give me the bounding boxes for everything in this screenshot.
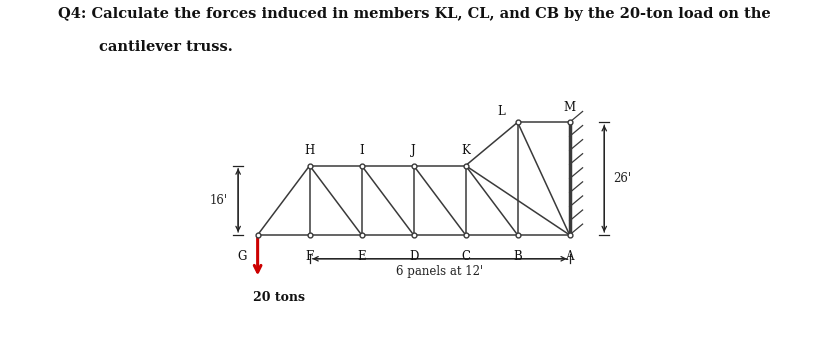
Text: L: L [496,105,504,118]
Text: J: J [411,144,415,157]
Text: H: H [304,144,314,157]
Text: E: E [357,250,366,263]
Text: A: A [565,250,573,263]
Text: F: F [305,250,313,263]
Text: G: G [237,250,246,263]
Text: D: D [409,250,418,263]
Text: C: C [461,250,470,263]
Text: 26': 26' [612,172,630,185]
Text: B: B [513,250,521,263]
Text: 6 panels at 12': 6 panels at 12' [395,265,483,278]
Text: Q4: Calculate the forces induced in members KL, CL, and CB by the 20-ton load on: Q4: Calculate the forces induced in memb… [58,7,770,21]
Text: 20 tons: 20 tons [253,291,305,304]
Text: 16': 16' [209,194,227,207]
Text: K: K [461,144,470,157]
Text: I: I [359,144,364,157]
Text: cantilever truss.: cantilever truss. [58,40,232,55]
Text: M: M [563,101,575,114]
